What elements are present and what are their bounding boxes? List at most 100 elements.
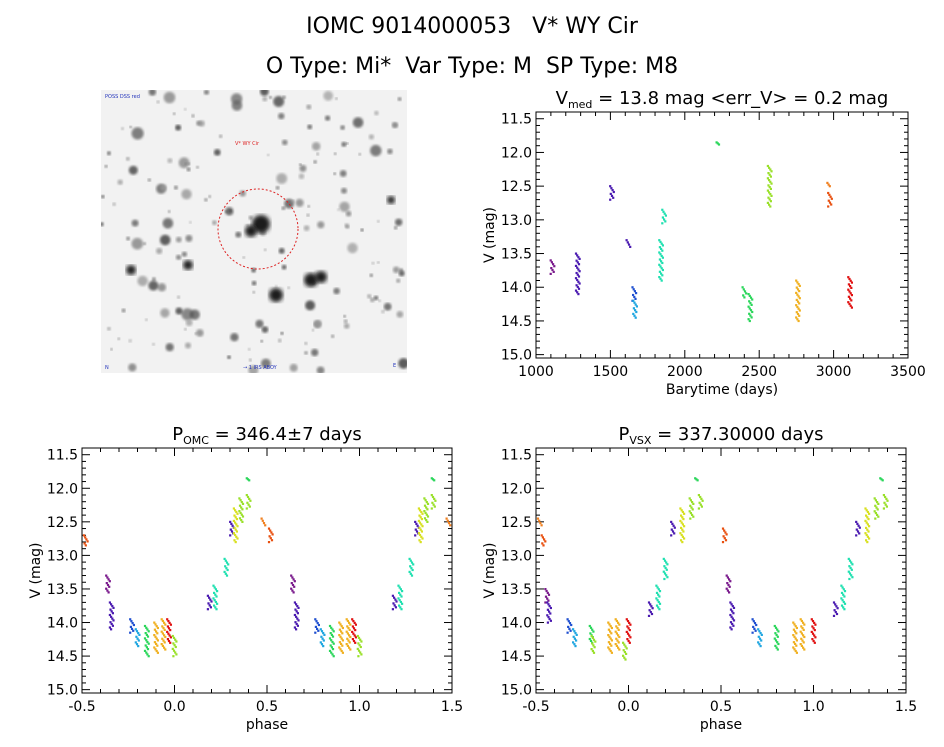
- data-point: [635, 310, 638, 314]
- data-point: [851, 563, 854, 566]
- data-point: [235, 523, 238, 526]
- data-point: [697, 507, 700, 510]
- x-tick-label: 1.5: [895, 699, 917, 715]
- data-point: [769, 180, 772, 183]
- data-point: [291, 589, 294, 592]
- data-point: [802, 634, 805, 637]
- data-point: [716, 142, 719, 145]
- data-point: [681, 528, 684, 531]
- data-point: [296, 617, 299, 620]
- data-point: [614, 643, 617, 646]
- data-point: [143, 637, 147, 640]
- data-point: [795, 291, 798, 294]
- data-point: [679, 507, 682, 510]
- data-point: [153, 641, 156, 644]
- data-point: [628, 629, 631, 632]
- data-point: [398, 604, 401, 607]
- data-point: [347, 639, 350, 642]
- finder-star: [143, 242, 147, 246]
- x-tick-label: 3500: [890, 364, 926, 380]
- data-point: [774, 632, 777, 635]
- finder-star: [358, 152, 362, 156]
- finder-star: [368, 134, 374, 140]
- data-point: [766, 189, 769, 192]
- data-point: [626, 625, 629, 628]
- data-point: [679, 519, 682, 522]
- data-point: [665, 574, 668, 577]
- data-point: [732, 624, 735, 627]
- data-point: [777, 630, 780, 633]
- data-point: [729, 613, 732, 617]
- data-point: [111, 617, 114, 620]
- data-point: [847, 301, 850, 304]
- data-point: [331, 653, 334, 656]
- data-point: [296, 612, 299, 615]
- data-point: [576, 278, 579, 282]
- data-point: [827, 183, 830, 186]
- data-point: [610, 187, 613, 190]
- finder-star: [311, 142, 321, 151]
- data-point: [332, 655, 335, 658]
- data-point: [681, 523, 684, 526]
- data-point: [352, 632, 355, 635]
- data-point: [840, 597, 843, 600]
- data-point: [290, 587, 293, 590]
- data-point: [136, 637, 139, 640]
- finder-bright-star: [269, 288, 283, 302]
- data-point: [855, 520, 858, 523]
- data-point: [425, 506, 428, 509]
- data-point: [348, 621, 351, 624]
- finder-star: [248, 215, 253, 220]
- x-tick-label: 1.0: [802, 699, 824, 715]
- data-point: [341, 651, 344, 654]
- data-point: [832, 601, 836, 604]
- data-point: [134, 641, 137, 644]
- data-point: [156, 626, 159, 630]
- data-point: [433, 505, 436, 508]
- y-tick-label: 12.0: [47, 481, 78, 497]
- data-point: [609, 192, 612, 195]
- data-point: [813, 629, 816, 632]
- data-point: [874, 512, 877, 515]
- data-point: [842, 600, 845, 604]
- data-point: [578, 282, 581, 285]
- data-point: [885, 497, 888, 500]
- data-point: [680, 526, 683, 529]
- data-point: [155, 637, 158, 640]
- data-point: [662, 210, 665, 213]
- data-point: [420, 535, 423, 538]
- y-tick-label: 13.5: [47, 582, 78, 598]
- data-point: [799, 618, 802, 621]
- data-point: [134, 628, 137, 631]
- finder-star: [370, 297, 375, 303]
- data-point: [348, 634, 351, 637]
- data-point: [398, 586, 401, 589]
- data-point: [688, 510, 691, 513]
- finder-star: [303, 225, 310, 232]
- data-point: [829, 195, 832, 198]
- data-point: [397, 584, 400, 587]
- data-point: [874, 499, 877, 502]
- data-point: [663, 565, 666, 568]
- data-point: [415, 530, 419, 533]
- data-point: [322, 639, 325, 642]
- data-point: [240, 506, 243, 509]
- data-point: [609, 637, 612, 640]
- data-point: [106, 583, 110, 587]
- data-point: [577, 268, 580, 271]
- finder-star: [191, 114, 195, 118]
- data-point: [349, 648, 352, 651]
- data-point: [661, 244, 664, 247]
- finder-star: [152, 342, 155, 346]
- data-point: [293, 626, 296, 629]
- data-point: [271, 533, 274, 536]
- data-point: [633, 314, 636, 317]
- data-point: [163, 628, 166, 631]
- data-point: [339, 648, 342, 651]
- finder-star: [282, 95, 286, 99]
- finder-bright-star: [387, 196, 395, 204]
- finder-star: [110, 348, 113, 351]
- data-point: [245, 507, 248, 510]
- data-point: [577, 293, 580, 296]
- data-point: [836, 607, 839, 610]
